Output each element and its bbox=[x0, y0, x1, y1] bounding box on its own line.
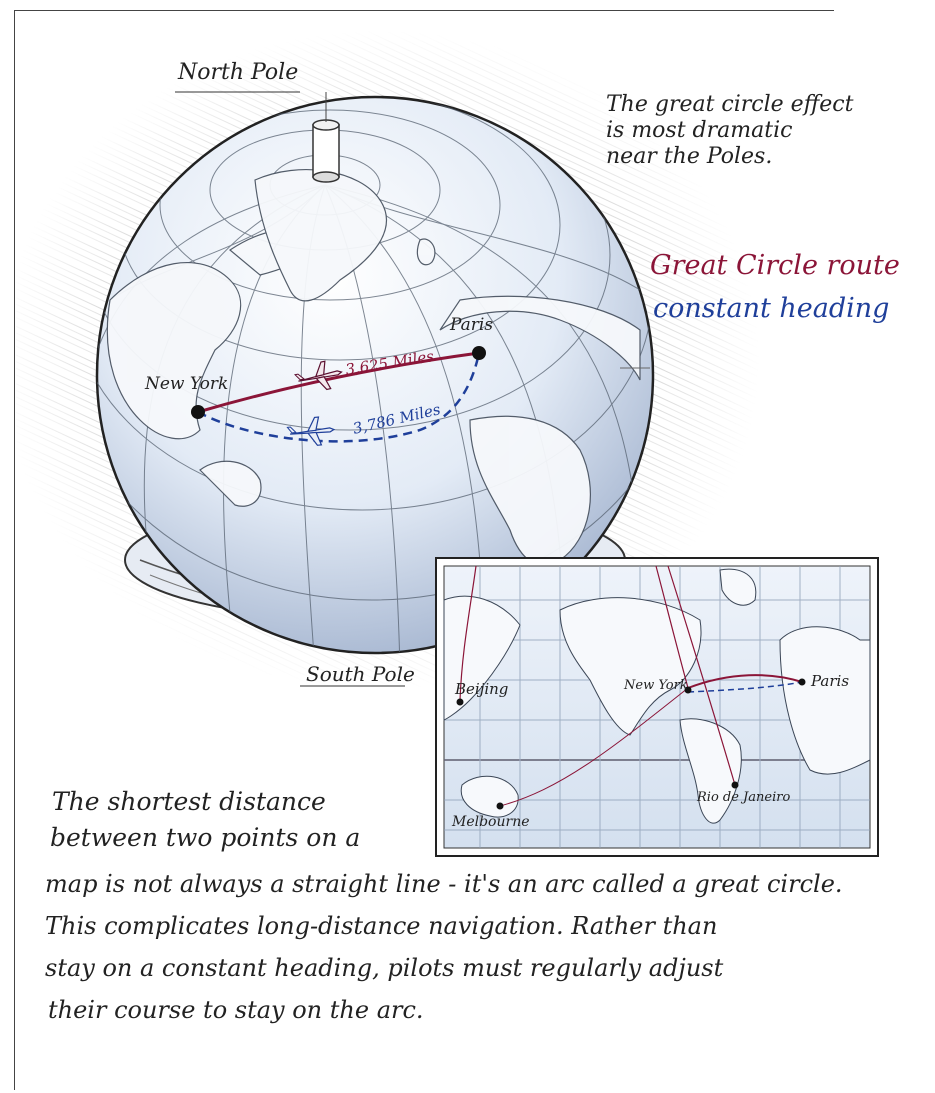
constant-heading-route-line bbox=[197, 352, 481, 443]
caption-line-3: map is not always a straight line - it's… bbox=[45, 870, 843, 898]
inset-melbourne-label: Melbourne bbox=[452, 814, 530, 830]
caption-line-4: This complicates long-distance navigatio… bbox=[45, 912, 718, 940]
great-circle-route-line bbox=[197, 351, 480, 414]
caption-line-1: The shortest distance bbox=[52, 787, 326, 816]
poles-note-line-2: is most dramatic bbox=[606, 118, 793, 143]
inset-map bbox=[435, 557, 879, 857]
paris-dot bbox=[472, 346, 486, 360]
caption-line-5: stay on a constant heading, pilots must … bbox=[45, 954, 724, 982]
caption-line-2: between two points on a bbox=[50, 823, 361, 852]
inset-rio-label: Rio de Janeiro bbox=[697, 790, 791, 805]
inset-paris-label: Paris bbox=[811, 672, 850, 690]
paris-label: Paris bbox=[450, 315, 494, 335]
legend-great-circle: Great Circle route bbox=[650, 250, 900, 281]
new-york-label: New York bbox=[145, 374, 229, 394]
north-pole-label: North Pole bbox=[178, 60, 299, 85]
north-pole-rod bbox=[312, 92, 340, 183]
globe-land bbox=[106, 169, 641, 567]
airplane-icon bbox=[286, 416, 336, 446]
legend-constant-heading: constant heading bbox=[653, 293, 890, 324]
south-pole-label: South Pole bbox=[306, 662, 415, 686]
inset-beijing-label: Beijing bbox=[455, 680, 509, 698]
caption-line-6: their course to stay on the arc. bbox=[48, 996, 424, 1024]
frame-left-line bbox=[14, 10, 15, 1090]
poles-note-line-3: near the Poles. bbox=[606, 144, 773, 169]
airplane-icon bbox=[294, 360, 343, 391]
frame-top-line bbox=[14, 10, 834, 11]
inset-new-york-label: New York bbox=[624, 678, 688, 693]
poles-note-line-1: The great circle effect bbox=[606, 92, 854, 117]
new-york-dot bbox=[191, 405, 205, 419]
